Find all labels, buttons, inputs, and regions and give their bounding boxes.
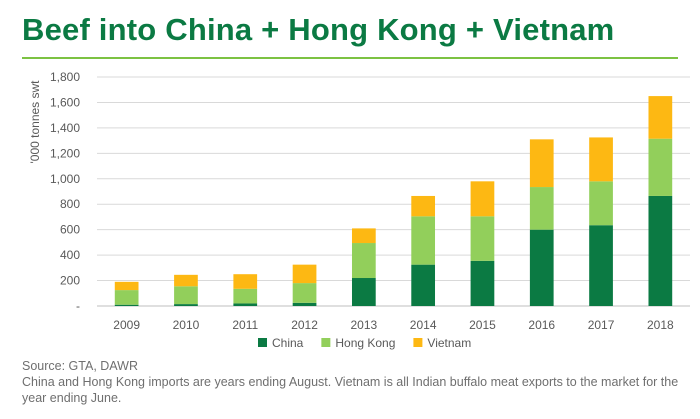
bar-vietnam-2018 — [648, 96, 673, 139]
x-tick-label: 2011 — [232, 318, 258, 332]
x-tick-label: 2016 — [528, 318, 555, 332]
bar-hong-kong-2011 — [233, 288, 258, 304]
x-tick-label: 2013 — [350, 318, 377, 332]
bar-hong-kong-2017 — [589, 181, 613, 226]
x-tick-label: 2010 — [173, 318, 200, 332]
bars — [114, 96, 673, 306]
bar-china-2010 — [174, 304, 198, 306]
bar-vietnam-2016 — [529, 139, 554, 188]
bar-vietnam-2017 — [589, 137, 613, 182]
legend-swatch-china — [258, 338, 267, 347]
legend-label-china: China — [272, 336, 304, 350]
y-tick-label: 200 — [60, 274, 80, 288]
bar-china-2018 — [648, 195, 673, 306]
legend-swatch-hong-kong — [321, 338, 331, 347]
bar-vietnam-2010 — [174, 274, 198, 287]
legend-swatch-vietnam — [413, 338, 423, 347]
source-text: Source: GTA, DAWR — [22, 359, 138, 373]
bar-hong-kong-2015 — [470, 216, 495, 261]
stacked-bar-chart: 2009 2010 2011 2012 2013 2014 2015 2016 2017 2018… — [28, 70, 690, 350]
x-tick-label: 2018 — [647, 318, 674, 332]
chart-title: Beef into China + Hong Kong + Vietnam — [22, 12, 615, 47]
bar-hong-kong-2010 — [174, 286, 198, 305]
bar-china-2016 — [529, 229, 554, 306]
x-axis: 2009 2010 2011 2012 2013 2014 2015 2016 2017 2018 — [113, 318, 674, 332]
bar-china-2012 — [292, 302, 317, 306]
bar-hong-kong-2014 — [411, 216, 436, 265]
y-tick-label: 1,800 — [50, 70, 80, 84]
y-axis: - 200 400 600 800 1,000 1,200 1,400 1,600 1,800 — [50, 70, 80, 313]
legend-label-vietnam: Vietnam — [427, 336, 471, 350]
y-axis-label: '000 tonnes swt — [28, 80, 42, 164]
y-tick-label: - — [76, 299, 80, 313]
title-underline — [22, 57, 678, 59]
bar-vietnam-2012 — [292, 264, 317, 284]
bar-hong-kong-2012 — [292, 283, 317, 303]
bar-china-2015 — [470, 260, 495, 306]
bar-hong-kong-2016 — [529, 187, 554, 230]
bar-china-2017 — [589, 225, 613, 306]
legend: China Hong Kong Vietnam — [258, 336, 471, 350]
y-tick-label: 600 — [60, 223, 80, 237]
x-tick-label: 2012 — [291, 318, 318, 332]
bar-hong-kong-2013 — [351, 243, 376, 279]
bar-vietnam-2011 — [233, 274, 258, 289]
y-tick-label: 1,200 — [50, 146, 80, 160]
x-tick-label: 2015 — [469, 318, 496, 332]
bar-hong-kong-2009 — [114, 290, 139, 305]
bar-china-2011 — [233, 303, 258, 306]
bar-vietnam-2015 — [470, 181, 495, 217]
bar-china-2013 — [351, 278, 376, 306]
x-tick-label: 2009 — [113, 318, 140, 332]
footer: Source: GTA, DAWR China and Hong Kong im… — [22, 358, 682, 406]
bar-vietnam-2014 — [411, 195, 436, 217]
y-tick-label: 1,000 — [50, 172, 80, 186]
y-tick-label: 400 — [60, 248, 80, 262]
x-tick-label: 2017 — [588, 318, 615, 332]
y-tick-label: 800 — [60, 197, 80, 211]
bar-china-2009 — [114, 304, 139, 306]
y-tick-label: 1,600 — [50, 95, 80, 109]
y-tick-label: 1,400 — [50, 121, 80, 135]
footnote-text: China and Hong Kong imports are years en… — [22, 375, 679, 405]
bar-hong-kong-2018 — [648, 138, 673, 196]
x-tick-label: 2014 — [410, 318, 437, 332]
bar-vietnam-2009 — [114, 281, 139, 291]
bar-china-2014 — [411, 264, 436, 306]
bar-vietnam-2013 — [351, 228, 376, 244]
legend-label-hong-kong: Hong Kong — [335, 336, 395, 350]
